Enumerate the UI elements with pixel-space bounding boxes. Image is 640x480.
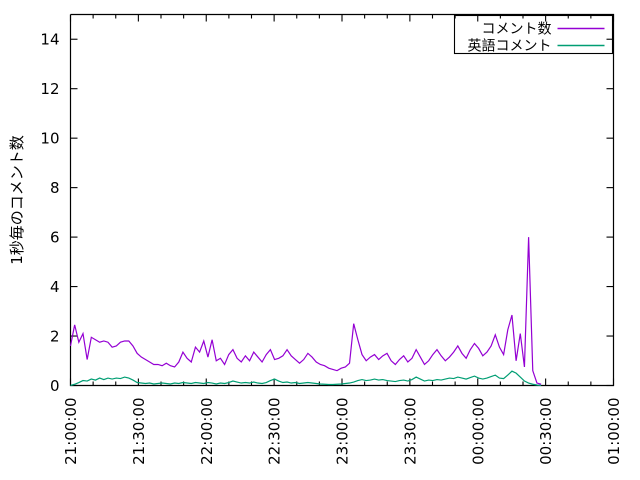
y-tick-label: 14 xyxy=(40,31,59,49)
series-line-1 xyxy=(69,237,542,385)
series-lines xyxy=(69,237,542,387)
x-axis-ticks: 21:00:00 21:30:00 22:00:00 22:30:00 23:00:00… xyxy=(62,14,623,465)
y-axis-label-text: 1秒毎のコメント数 xyxy=(8,135,26,265)
x-tick-label: 00:30:00 xyxy=(537,398,555,465)
legend-label-2: 英語コメント xyxy=(468,38,552,55)
y-tick-label: 2 xyxy=(50,328,60,346)
x-tick-label: 21:30:00 xyxy=(130,398,148,465)
x-tick-label: 22:30:00 xyxy=(266,398,284,465)
x-tick-label: 23:30:00 xyxy=(401,398,419,465)
y-tick-label: 8 xyxy=(50,179,60,197)
x-tick-label: 01:00:00 xyxy=(605,398,623,465)
series-line-2 xyxy=(70,370,542,387)
x-tick-label: 21:00:00 xyxy=(62,398,80,465)
y-tick-label: 0 xyxy=(50,377,60,395)
x-tick-label: 23:00:00 xyxy=(334,398,352,465)
y-tick-label: 12 xyxy=(40,80,59,98)
y-axis-label: 1秒毎のコメント数 xyxy=(8,135,26,265)
x-tick-label: 22:00:00 xyxy=(198,398,216,465)
y-axis-ticks: 0 2 4 6 8 10 12 14 xyxy=(40,31,614,395)
legend-label-1: コメント数 xyxy=(482,22,552,38)
y-tick-label: 10 xyxy=(40,130,59,148)
y-tick-label: 4 xyxy=(50,278,60,296)
x-tick-label: 00:00:00 xyxy=(469,398,487,465)
y-tick-label: 6 xyxy=(50,229,60,247)
legend-box xyxy=(453,14,614,55)
